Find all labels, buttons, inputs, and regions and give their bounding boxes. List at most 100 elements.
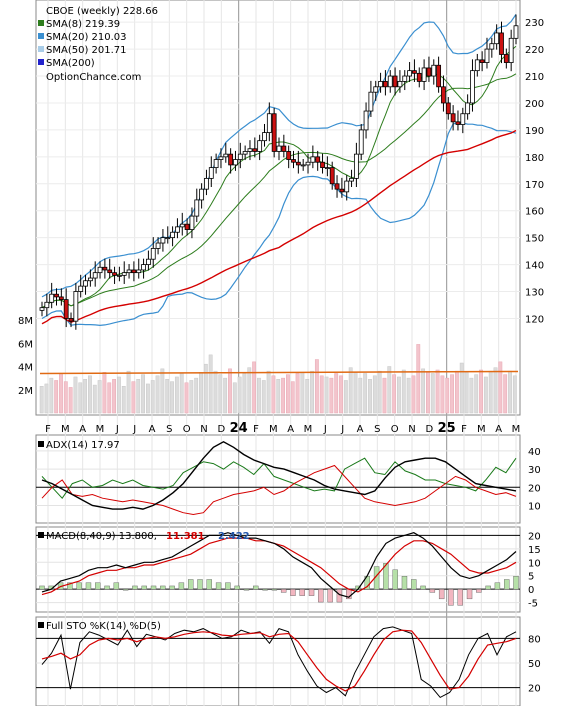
indicator-series [39, 441, 519, 699]
macd-histogram-bar [67, 582, 73, 590]
macd-line [41, 532, 517, 598]
axis-labels: F M A M J J A S O N D 24 F M A M J J A S O N D 25 F M A M2302202102… [18, 18, 544, 694]
macd-histogram-bar [466, 588, 473, 600]
candle-body [223, 153, 229, 158]
candle-body [489, 43, 495, 50]
candle-body [324, 167, 330, 170]
volume-bar [339, 375, 343, 414]
candle-body [78, 285, 84, 292]
candle-body [271, 113, 277, 152]
legend-sma200: SMA(200) [46, 58, 95, 69]
volume-bar [411, 375, 416, 414]
candle-body [54, 293, 59, 298]
macd-histogram-bar [280, 588, 287, 593]
macd-histogram-bar [476, 588, 482, 593]
volume-bar [314, 359, 319, 414]
candle-body [160, 237, 166, 244]
volume-bar [319, 375, 324, 414]
candle-body [484, 48, 490, 63]
volume-bar [508, 370, 512, 414]
candle-body [175, 226, 180, 233]
macd-histogram-bar [504, 579, 510, 590]
volume-bar [310, 370, 314, 414]
legend-sma20: SMA(20) 210.03 [46, 32, 127, 43]
indicator-tick-label: 80 [528, 634, 541, 645]
x-tick-label: O [183, 424, 191, 435]
volume-bar [285, 374, 290, 414]
macd-histogram-bar [383, 563, 389, 590]
candle-body [344, 180, 350, 193]
adx-panel-frame [35, 434, 521, 524]
x-tick-label: O [391, 424, 399, 435]
volume-bar [276, 379, 281, 414]
candle-body [421, 67, 427, 82]
candle-body [358, 129, 364, 155]
candle-body [136, 269, 142, 274]
indicator-tick-label: 0 [528, 585, 534, 596]
volume-bar [63, 381, 68, 414]
x-tick-label: N [408, 424, 415, 435]
volume-bar [261, 380, 266, 414]
macd-histogram-bar [132, 585, 138, 590]
adx-line [41, 441, 517, 510]
volume-bar [213, 370, 218, 414]
volume-bar [102, 372, 107, 414]
candle-body [170, 231, 175, 239]
candle-body [179, 223, 185, 228]
macd-histogram-bar [234, 585, 240, 590]
indicator-tick-label: 10 [528, 558, 541, 569]
candle-body [199, 188, 205, 201]
volume-bar [208, 354, 213, 414]
candle-body [194, 199, 200, 217]
sto-swatch [38, 622, 44, 628]
volume-bar [406, 377, 411, 414]
x-tick-label: F [45, 424, 51, 435]
volume-bar [372, 375, 377, 414]
macd-histogram-bar [392, 569, 398, 590]
x-tick-label: F [461, 424, 467, 435]
volume-bar [435, 369, 440, 414]
candle-body [44, 301, 50, 309]
candle-body [479, 59, 485, 63]
volume-bar [305, 379, 310, 414]
macd-histogram-bar [429, 588, 436, 593]
indicator-tick-label: 10 [528, 501, 541, 512]
macd-histogram-bar [262, 588, 268, 591]
volume-bar [174, 376, 179, 414]
candle-body [252, 148, 258, 152]
x-tick-label: D [217, 424, 225, 435]
x-tick-label: J [132, 424, 136, 435]
indicator-tick-label: -5 [528, 599, 538, 610]
macd-histogram-bar [438, 588, 445, 600]
candle-body [107, 269, 113, 274]
volume-bar [160, 368, 165, 414]
volume-bar [189, 380, 194, 414]
legend-sma50: SMA(50) 201.71 [46, 45, 127, 56]
candle-body [237, 153, 243, 160]
candle-body [455, 121, 461, 125]
candle-body [141, 264, 146, 271]
volume-bar [165, 379, 170, 414]
price-tick-label: 220 [525, 45, 544, 56]
macd-signal-line [41, 537, 517, 596]
x-tick-label: J [340, 424, 344, 435]
macd-histogram-bar [104, 585, 110, 590]
candle-body [112, 272, 117, 276]
macd-histogram-bar [401, 576, 408, 590]
x-tick-label: S [166, 424, 172, 435]
sto-d-line [41, 629, 517, 692]
volume-bar [184, 382, 189, 414]
candle-body [339, 188, 345, 193]
volume-bar [223, 377, 228, 414]
volume-bar [479, 369, 483, 414]
minus-di-line [41, 464, 517, 516]
indicator-tick-label: 40 [528, 447, 541, 458]
sma20-line [41, 73, 517, 309]
legend: CBOE (weekly) 228.66 SMA(8) 219.39 SMA(2… [38, 6, 158, 83]
macd-value: 11.381 [166, 531, 205, 542]
candle-body [315, 156, 321, 163]
legend-swatch-sma8 [38, 20, 44, 26]
volume-bar [199, 372, 203, 414]
candle-body [508, 37, 514, 63]
x-tick-label: A [149, 424, 156, 435]
